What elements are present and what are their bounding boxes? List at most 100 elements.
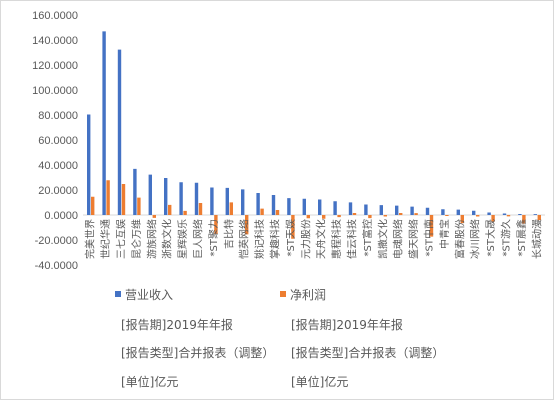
x-category-label: 天舟文化 (315, 219, 328, 259)
net-profit-bar-21 (399, 213, 403, 215)
y-axis: 160.0000 140.0000 120.0000 100.0000 80.0000 6… (32, 10, 545, 272)
x-category-label: 中青宝 (438, 219, 451, 249)
net-profit-bar-23 (429, 215, 434, 237)
net-profit-bar-6 (168, 204, 172, 215)
x-category-label: 巨人网络 (192, 219, 205, 259)
x-category-label: 昆仑万维 (130, 219, 143, 259)
net-profit-bar-27 (491, 215, 495, 222)
net-profit-bar-19 (368, 215, 372, 219)
net-profit-bar-20 (383, 215, 387, 217)
revenue-bar-8 (194, 182, 199, 215)
revenue-bar-20 (379, 205, 383, 216)
revenue-bar-29 (518, 214, 522, 215)
revenue-bar-11 (241, 189, 245, 216)
revenue-bar-17 (333, 201, 337, 215)
x-category-label: 盛天网络 (407, 219, 420, 259)
x-category-label: 佳云科技 (346, 219, 359, 259)
x-category-label: *ST中南 (423, 219, 436, 256)
revenue-bar-28 (502, 213, 507, 215)
net-profit-bar-16 (322, 215, 326, 219)
revenue-bar-16 (318, 199, 322, 215)
revenue-bar-6 (164, 178, 168, 215)
legend-label-revenue: 营业收入 (125, 288, 173, 302)
revenue-bar-3 (117, 49, 122, 216)
x-category-label: 长城动漫 (531, 219, 543, 259)
net-profit-bar-11 (245, 215, 249, 235)
net-profit-bar-12 (260, 208, 264, 215)
y-tick-label: 40.0000 (38, 160, 78, 172)
x-category-label: *ST天娱 (284, 219, 297, 256)
net-profit-bar-18 (352, 213, 357, 215)
y-tick-label: 100.0000 (32, 85, 78, 97)
net-profit-bar-4 (137, 197, 141, 215)
x-category-label: *ST聚力 (207, 219, 220, 256)
net-profit-bar-8 (198, 203, 203, 215)
revenue-bar-24 (441, 209, 445, 215)
y-tick-label: -40.0000 (35, 260, 78, 272)
revenue-bar-23 (425, 207, 430, 215)
x-category-label: 姚记科技 (253, 219, 266, 259)
bars (87, 31, 541, 239)
report-notes: [报告期]2019年年报 [报告期]2019年年报 [报告类型]合并报表（调整）… (121, 317, 444, 389)
net-profit-bar-26 (476, 215, 480, 217)
y-tick-label: 0.0000 (44, 210, 78, 222)
revenue-bar-1 (87, 114, 91, 215)
y-tick-label: -20.0000 (35, 235, 78, 247)
revenue-bar-5 (148, 174, 152, 215)
net-profit-bar-3 (121, 184, 126, 215)
x-category-label: *ST富控 (361, 219, 374, 256)
revenue-bar-25 (456, 209, 460, 216)
note-right-unit: [单位]亿元 (291, 374, 348, 389)
y-tick-label: 160.0000 (32, 10, 78, 22)
net-profit-bar-1 (91, 196, 95, 215)
x-category-label: 富春股份 (453, 219, 466, 259)
revenue-bar-2 (102, 31, 106, 216)
revenue-bar-27 (487, 212, 491, 215)
net-profit-bar-17 (337, 215, 341, 218)
net-profit-bar-24 (445, 215, 449, 216)
legend-label-net-profit: 净利润 (290, 288, 326, 302)
x-category-label: 电魂网络 (392, 219, 405, 259)
net-profit-bar-9 (214, 215, 218, 234)
y-tick-label: 60.0000 (38, 135, 78, 147)
x-category-label: 吉比特 (223, 219, 235, 249)
x-category-label: *ST晨鑫 (515, 219, 528, 256)
net-profit-bar-28 (506, 215, 511, 217)
note-right-type: [报告类型]合并报表（调整） (291, 345, 444, 360)
x-category-label: 浙数文化 (161, 219, 174, 259)
net-profit-bar-2 (106, 180, 110, 215)
revenue-bar-9 (210, 187, 214, 215)
y-tick-label: 120.0000 (32, 60, 78, 72)
x-category-label: 惠程科技 (330, 219, 343, 259)
net-profit-bar-30 (537, 215, 541, 221)
revenue-bar-13 (271, 195, 276, 215)
revenue-bar-26 (472, 210, 476, 215)
revenue-bar-4 (133, 168, 137, 215)
net-profit-bar-10 (229, 202, 233, 216)
note-left-type: [报告类型]合并报表（调整） (121, 345, 274, 360)
x-category-label: 三七互娱 (115, 219, 128, 259)
revenue-bar-19 (364, 204, 368, 215)
net-profit-bar-22 (414, 213, 418, 216)
revenue-bar-12 (256, 193, 260, 215)
x-category-label: 世纪华通 (99, 219, 112, 259)
y-tick-label: 20.0000 (38, 185, 78, 197)
revenue-bar-22 (410, 206, 414, 215)
legend: 营业收入 净利润 (115, 288, 326, 302)
note-left-unit: [单位]亿元 (121, 374, 178, 389)
x-category-label: *ST大晟 (484, 219, 497, 256)
legend-swatch-net-profit (280, 291, 286, 297)
net-profit-bar-13 (275, 210, 280, 215)
revenue-bar-15 (302, 198, 306, 215)
revenue-bar-18 (348, 202, 353, 216)
net-profit-bar-5 (152, 215, 156, 218)
net-profit-bar-29 (522, 215, 526, 224)
revenue-bar-10 (225, 187, 229, 216)
x-category-label: 凯撒文化 (376, 219, 389, 259)
y-tick-label: 140.0000 (32, 35, 78, 47)
revenue-bar-21 (395, 205, 399, 216)
net-profit-bar-15 (306, 215, 310, 219)
x-category-label: 完美世界 (84, 219, 97, 259)
